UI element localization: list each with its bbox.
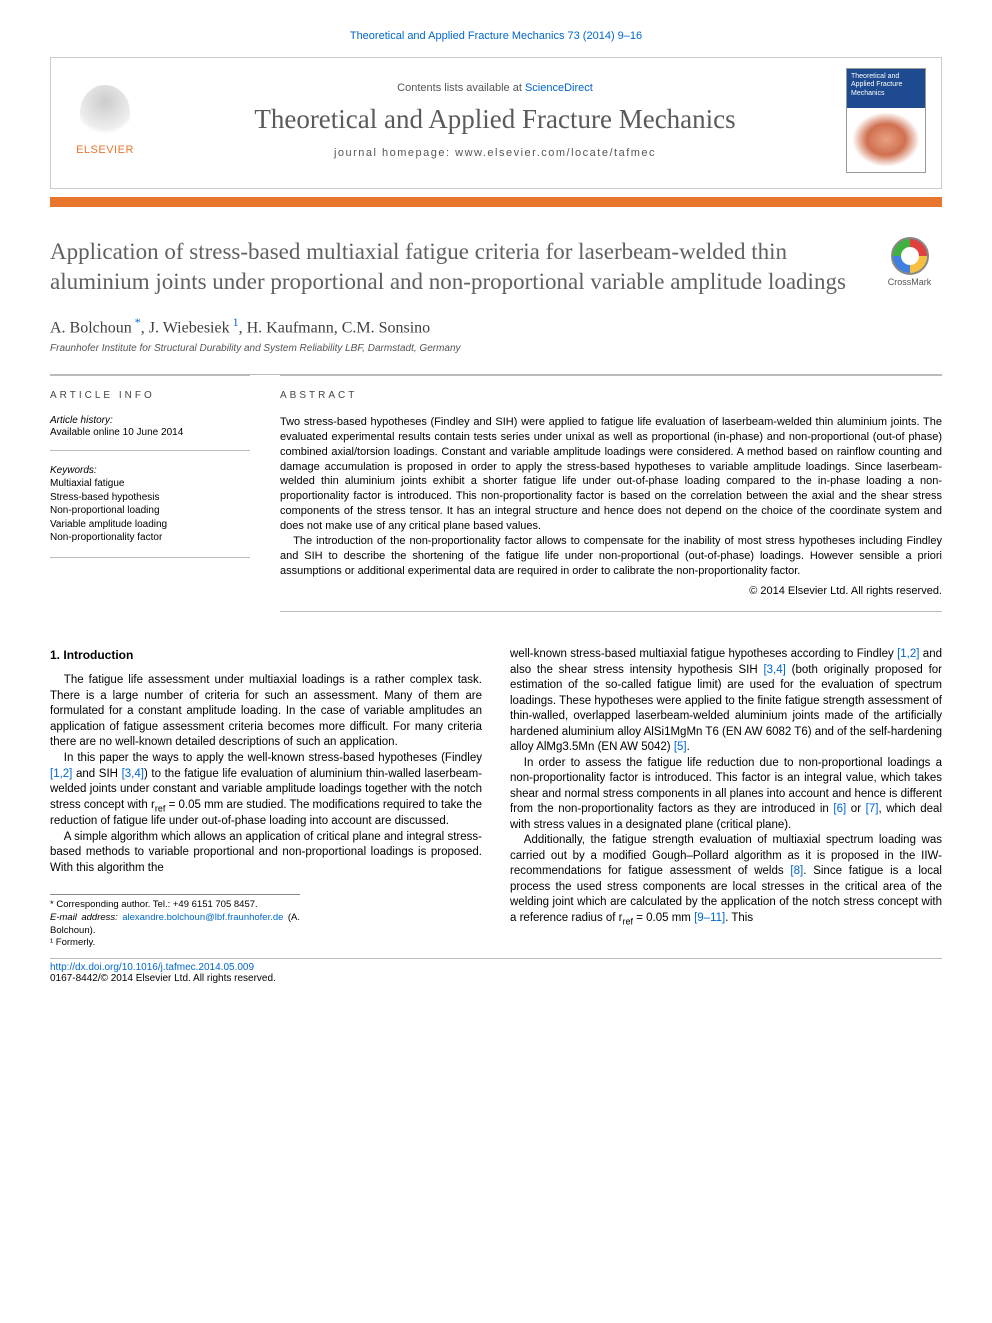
abstract-panel: abstract Two stress-based hypotheses (Fi… xyxy=(280,375,942,612)
keyword-item: Non-proportional loading xyxy=(50,504,250,518)
keyword-item: Multiaxial fatigue xyxy=(50,477,250,491)
body-paragraph: In order to assess the fatigue life redu… xyxy=(510,756,942,834)
contents-prefix: Contents lists available at xyxy=(397,82,525,94)
elsevier-logo[interactable]: ELSEVIER xyxy=(66,78,144,163)
author-2-marker: 1 xyxy=(230,315,239,329)
footnote-corresponding: * Corresponding author. Tel.: +49 6151 7… xyxy=(50,899,300,912)
abstract-paragraph: The introduction of the non-proportional… xyxy=(280,534,942,579)
homepage-url[interactable]: www.elsevier.com/locate/tafmec xyxy=(455,147,656,159)
accent-bar xyxy=(50,197,942,207)
journal-cover-thumbnail[interactable]: Theoretical and Applied Fracture Mechani… xyxy=(846,68,926,173)
article-body: 1. Introduction The fatigue life assessm… xyxy=(50,647,942,950)
homepage-prefix: journal homepage: xyxy=(334,147,455,159)
journal-name: Theoretical and Applied Fracture Mechani… xyxy=(159,104,831,135)
citation-link[interactable]: [9–11] xyxy=(694,912,725,924)
journal-homepage-line: journal homepage: www.elsevier.com/locat… xyxy=(159,147,831,159)
keyword-item: Variable amplitude loading xyxy=(50,518,250,532)
author-1-marker: * xyxy=(132,315,141,329)
author-2: J. Wiebesiek xyxy=(149,319,230,336)
crossmark-icon xyxy=(891,237,929,275)
section-heading: 1. Introduction xyxy=(50,647,482,663)
body-paragraph: Additionally, the fatigue strength evalu… xyxy=(510,833,942,927)
footnote-email: E-mail address: alexandre.bolchoun@lbf.f… xyxy=(50,912,300,938)
abstract-copyright: © 2014 Elsevier Ltd. All rights reserved… xyxy=(280,584,942,612)
journal-header-box: ELSEVIER Contents lists available at Sci… xyxy=(50,57,942,189)
elsevier-tree-icon xyxy=(80,85,130,140)
email-link[interactable]: alexandre.bolchoun@lbf.fraunhofer.de xyxy=(122,912,283,923)
body-paragraph: A simple algorithm which allows an appli… xyxy=(50,830,482,877)
cover-title: Theoretical and Applied Fracture Mechani… xyxy=(851,73,921,98)
article-history-label: Article history: xyxy=(50,415,250,426)
crossmark-label: CrossMark xyxy=(888,277,932,287)
article-info-panel: article info Article history: Available … xyxy=(50,375,250,612)
citation-link[interactable]: [5] xyxy=(674,741,687,753)
cover-image xyxy=(852,112,920,167)
sciencedirect-link[interactable]: ScienceDirect xyxy=(525,82,593,94)
citation-link[interactable]: [3,4] xyxy=(763,664,785,676)
journal-header-center: Contents lists available at ScienceDirec… xyxy=(159,82,831,159)
issn-copyright: 0167-8442/© 2014 Elsevier Ltd. All right… xyxy=(50,973,942,984)
footnote-formerly: ¹ Formerly. xyxy=(50,937,300,950)
footer-bar: http://dx.doi.org/10.1016/j.tafmec.2014.… xyxy=(50,958,942,984)
citation-link[interactable]: [7] xyxy=(866,803,879,815)
keyword-item: Stress-based hypothesis xyxy=(50,491,250,505)
doi-link[interactable]: http://dx.doi.org/10.1016/j.tafmec.2014.… xyxy=(50,962,254,973)
keyword-item: Non-proportionality factor xyxy=(50,531,250,545)
elsevier-label: ELSEVIER xyxy=(76,144,134,156)
citation-link[interactable]: [8] xyxy=(790,865,803,877)
body-paragraph: The fatigue life assessment under multia… xyxy=(50,673,482,751)
author-1: A. Bolchoun xyxy=(50,319,132,336)
article-title: Application of stress-based multiaxial f… xyxy=(50,237,857,297)
author-4: C.M. Sonsino xyxy=(342,319,430,336)
affiliation: Fraunhofer Institute for Structural Dura… xyxy=(50,343,942,354)
header-citation: Theoretical and Applied Fracture Mechani… xyxy=(50,30,942,42)
citation-link[interactable]: [3,4] xyxy=(122,768,144,780)
footnotes: * Corresponding author. Tel.: +49 6151 7… xyxy=(50,894,300,950)
keywords-label: Keywords: xyxy=(50,465,250,476)
authors-line: A. Bolchoun *, J. Wiebesiek 1, H. Kaufma… xyxy=(50,315,942,337)
available-online: Available online 10 June 2014 xyxy=(50,427,250,451)
article-info-label: article info xyxy=(50,390,250,401)
body-paragraph: well-known stress-based multiaxial fatig… xyxy=(510,647,942,756)
contents-available-line: Contents lists available at ScienceDirec… xyxy=(159,82,831,94)
citation-link[interactable]: [1,2] xyxy=(897,648,919,660)
citation-link[interactable]: [1,2] xyxy=(50,768,72,780)
abstract-label: abstract xyxy=(280,390,942,401)
crossmark-badge[interactable]: CrossMark xyxy=(877,237,942,287)
author-3: H. Kaufmann xyxy=(247,319,334,336)
keywords-list: Multiaxial fatigue Stress-based hypothes… xyxy=(50,477,250,558)
citation-link[interactable]: [6] xyxy=(833,803,846,815)
abstract-paragraph: Two stress-based hypotheses (Findley and… xyxy=(280,415,942,534)
body-paragraph: In this paper the ways to apply the well… xyxy=(50,751,482,830)
